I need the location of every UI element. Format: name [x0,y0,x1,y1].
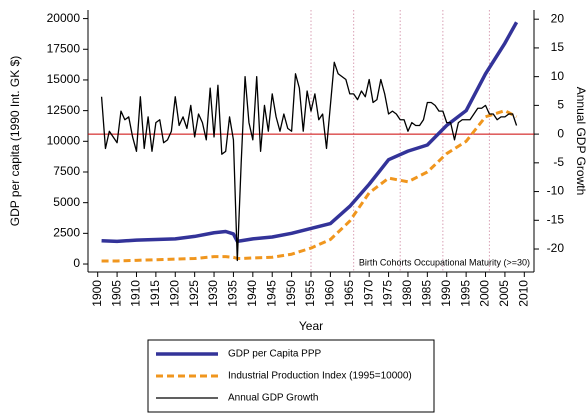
y2-tick-label: 5 [557,98,564,112]
x-tick-label: 2005 [497,280,511,307]
x-tick-label: 1950 [284,280,298,307]
y2-tick-label: 10 [551,69,565,83]
x-tick-label: 1935 [226,280,240,307]
x-tick-label: 1920 [167,280,181,307]
y-tick-label: 12500 [47,103,81,117]
x-tick-label: 1925 [187,280,201,307]
x-tick-label: 1945 [264,280,278,307]
y2-axis-label: Annual GDP Growth [574,87,587,196]
legend-label: GDP per Capita PPP [228,349,322,360]
x-tick-label: 1955 [303,280,317,307]
x-tick-label: 1970 [361,280,375,307]
y-tick-label: 10000 [47,133,81,147]
x-tick-label: 1940 [245,280,259,307]
x-tick-label: 1985 [420,280,434,307]
y-tick-label: 7500 [53,164,80,178]
x-tick-label: 1990 [439,280,453,307]
y2-tick-label: -10 [547,184,565,198]
x-tick-label: 1905 [109,280,123,307]
y-tick-label: 5000 [53,195,80,209]
x-tick-label: 1910 [129,280,143,307]
y-tick-label: 2500 [53,226,80,240]
series-line [101,21,519,244]
x-tick-label: 1980 [400,280,414,307]
y-tick-label: 0 [73,256,80,270]
x-tick-label: 1965 [342,280,356,307]
y2-tick-label: -15 [547,212,565,226]
x-tick-label: 1915 [148,280,162,307]
series-line [101,109,518,263]
y2-tick-label: 15 [551,40,565,54]
legend-label: Annual GDP Growth [228,393,318,404]
x-tick-label: 2000 [478,280,492,307]
x-tick-label: 1975 [381,280,395,307]
y2-tick-label: -20 [547,241,565,255]
x-axis-label: Year [299,319,323,333]
y-axis-label: GDP per capita (1990 Int. GK $) [8,56,22,227]
y-tick-label: 20000 [47,11,81,25]
y2-tick-label: -5 [553,155,564,169]
annotation: Birth Cohorts Occupational Maturity (>=3… [359,257,530,267]
series-line [100,61,518,262]
x-tick-label: 1995 [458,280,472,307]
y2-tick-label: 20 [551,11,565,25]
legend-label: Industrial Production Index (1995=10000) [228,371,412,382]
x-tick-label: 1900 [90,280,104,307]
y-tick-label: 15000 [47,72,81,86]
x-tick-label: 1930 [206,280,220,307]
x-tick-label: 1960 [323,280,337,307]
x-tick-label: 2010 [516,280,530,307]
y-tick-label: 17500 [47,41,81,55]
y2-tick-label: 0 [557,126,564,140]
